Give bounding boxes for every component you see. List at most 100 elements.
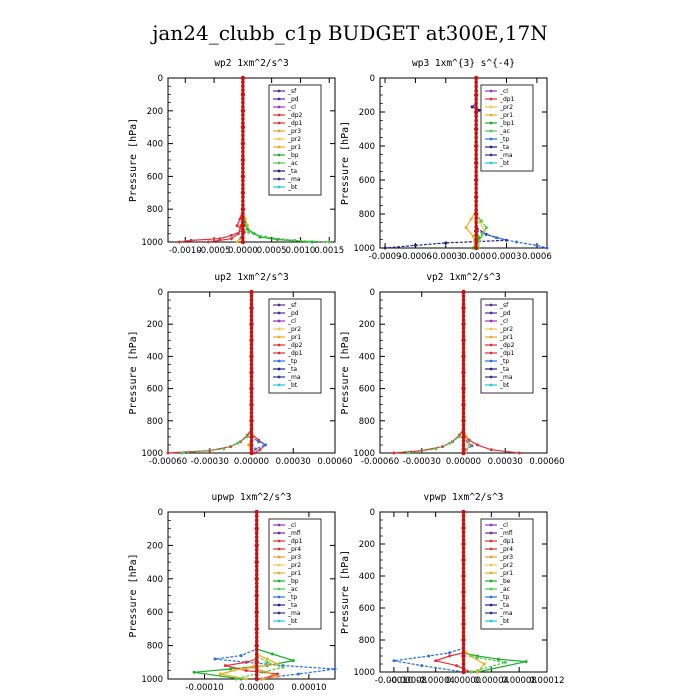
legend-marker xyxy=(277,383,281,387)
legend-marker xyxy=(489,145,493,149)
profile-marker xyxy=(474,97,478,102)
profile-marker xyxy=(474,212,478,216)
profile-marker xyxy=(249,431,254,435)
y-tick-label: 200 xyxy=(359,320,375,330)
y-tick-label: 0 xyxy=(370,74,375,84)
x-tick-label: -0.00010 xyxy=(375,676,413,686)
profile-marker xyxy=(254,535,259,539)
x-tick-label: 0.0005 xyxy=(257,246,287,256)
profile-marker xyxy=(461,550,466,554)
profile-marker xyxy=(461,298,466,302)
legend-entry: _ac xyxy=(499,586,510,593)
profile-marker xyxy=(254,589,259,594)
data-point xyxy=(444,241,448,245)
profile-marker xyxy=(241,182,245,187)
legend-entry: _ma xyxy=(499,610,513,617)
profile-marker xyxy=(249,302,254,306)
profile-marker xyxy=(461,338,466,343)
profile-marker xyxy=(249,451,254,455)
legend-marker xyxy=(277,619,281,623)
data-point xyxy=(180,451,184,455)
profile-marker xyxy=(461,542,466,546)
profile-marker xyxy=(254,526,259,531)
y-tick-label: 0 xyxy=(370,508,375,518)
data-point xyxy=(229,237,233,241)
x-tick-label: 0.00000 xyxy=(446,676,481,686)
profile-marker xyxy=(249,443,254,447)
legend-marker xyxy=(277,587,281,591)
legend-entry: _pr4 xyxy=(499,546,513,553)
legend-marker xyxy=(489,311,493,315)
profile-marker xyxy=(461,578,466,582)
profile-marker xyxy=(254,514,259,518)
data-point xyxy=(239,667,243,671)
profile-marker xyxy=(254,635,259,640)
legend-marker xyxy=(489,105,493,109)
legend-entry: _ta xyxy=(287,602,297,609)
profile-marker xyxy=(474,237,478,242)
profile-marker xyxy=(461,570,466,574)
data-point xyxy=(247,443,251,447)
y-tick-label: 600 xyxy=(147,385,163,395)
profile-marker xyxy=(254,622,259,627)
data-point xyxy=(218,672,222,676)
profile-marker xyxy=(254,597,259,602)
profile-marker xyxy=(254,539,259,544)
profile-marker xyxy=(249,310,254,314)
profile-marker xyxy=(249,402,254,407)
profile-marker xyxy=(474,152,478,157)
legend-marker xyxy=(489,89,493,93)
legend-marker xyxy=(277,367,281,371)
profile-marker xyxy=(474,144,478,148)
legend-marker xyxy=(277,89,281,93)
legend-marker xyxy=(277,129,281,133)
legend-entry: _dp1 xyxy=(287,120,303,127)
profile-marker xyxy=(461,658,466,662)
data-point xyxy=(448,441,452,445)
series-line-tp xyxy=(393,512,465,673)
series-line-bp xyxy=(194,512,294,680)
legend-entry: _cl xyxy=(287,318,296,325)
legend-entry: _ta xyxy=(499,366,509,373)
y-tick-label: 200 xyxy=(147,107,163,117)
profile-marker xyxy=(249,378,254,383)
profile-marker xyxy=(461,398,466,403)
profile-marker xyxy=(461,646,466,650)
x-tick-label: -0.0009 xyxy=(369,252,402,262)
data-point xyxy=(406,451,410,455)
legend-marker xyxy=(489,603,493,607)
y-tick-label: 0 xyxy=(158,74,163,84)
profile-marker xyxy=(241,195,245,199)
data-point xyxy=(234,677,238,681)
profile-marker xyxy=(474,195,478,199)
legend-marker xyxy=(489,367,493,371)
data-point xyxy=(229,233,233,237)
profile-marker xyxy=(461,582,466,586)
y-tick-label: 800 xyxy=(147,417,163,427)
profile-marker xyxy=(461,366,466,371)
profile-marker xyxy=(249,290,254,294)
legend-entry: _pr1 xyxy=(499,570,513,577)
data-point xyxy=(297,672,300,676)
profile-marker xyxy=(461,350,466,355)
profile-marker xyxy=(254,547,259,552)
legend-entry: _sf xyxy=(287,302,297,309)
profile-marker xyxy=(474,173,478,178)
data-point xyxy=(535,243,539,247)
panel-title: up2 1xm^2/s^3 xyxy=(214,272,288,283)
x-tick-label: 0.0010 xyxy=(286,246,316,256)
legend-entry: _pr2 xyxy=(287,562,301,569)
data-point xyxy=(260,677,264,681)
legend-entry: _ta xyxy=(287,366,297,373)
profile-marker xyxy=(254,560,259,564)
profile-marker xyxy=(461,650,466,654)
legend-entry: _be xyxy=(499,578,511,585)
data-point xyxy=(276,675,280,678)
profile-marker xyxy=(461,606,466,610)
legend-marker xyxy=(277,359,281,363)
profile-marker xyxy=(474,246,478,250)
legend-marker xyxy=(277,105,281,109)
legend-marker xyxy=(489,375,493,379)
profile-marker xyxy=(249,410,254,415)
profile-marker xyxy=(241,109,245,113)
